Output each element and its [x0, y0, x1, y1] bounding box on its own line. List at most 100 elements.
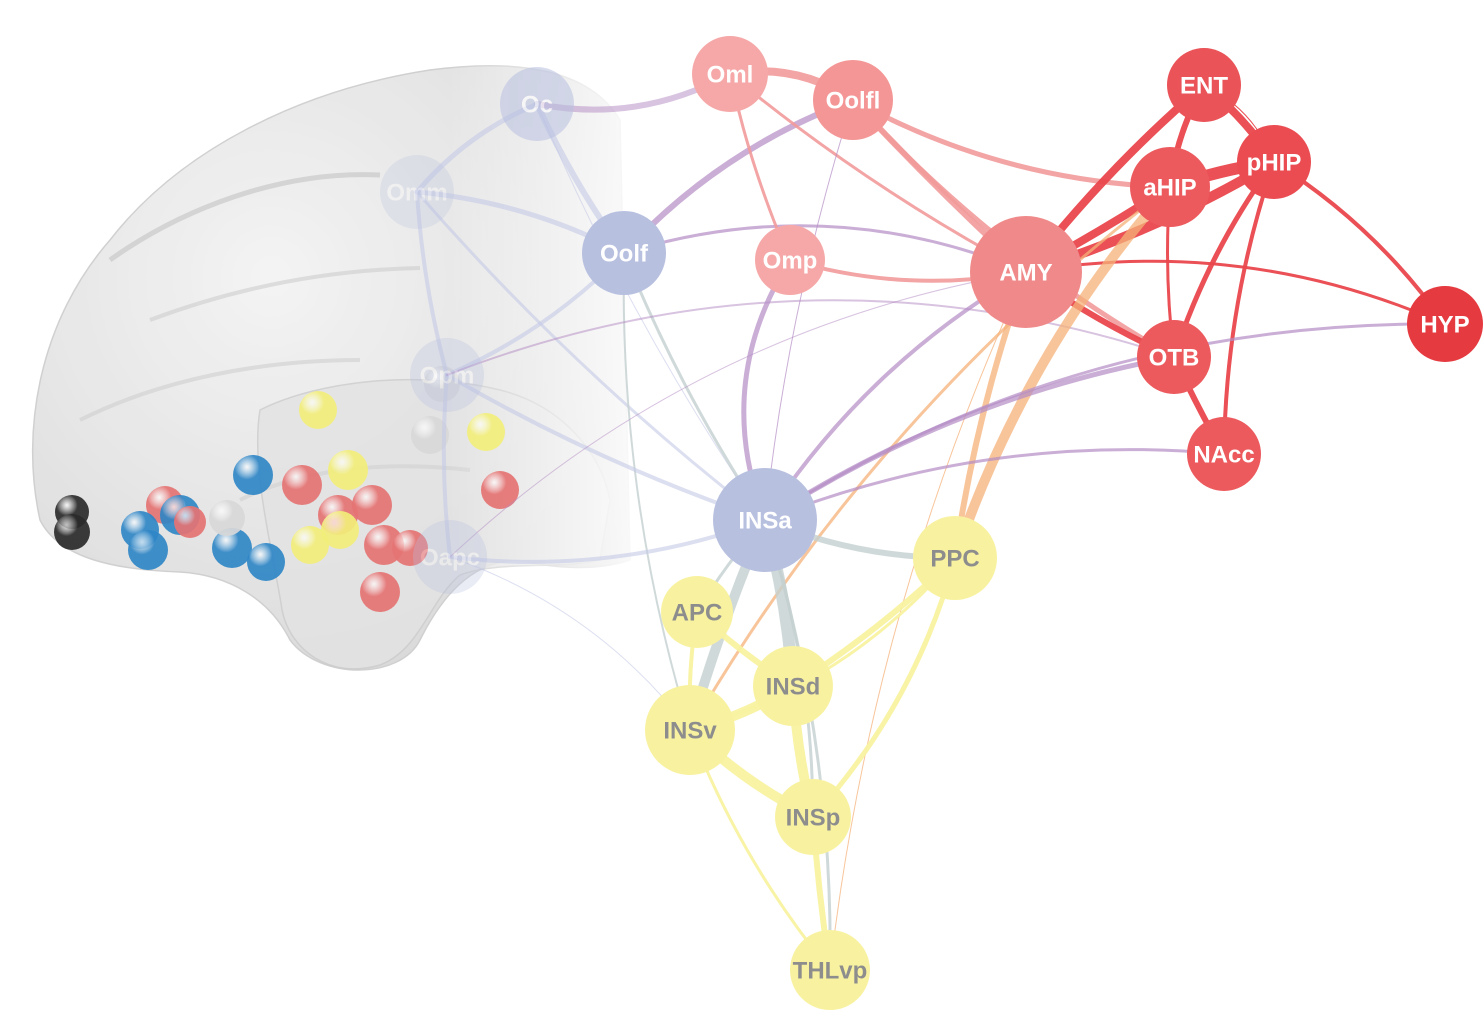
node-label: Oolf [600, 241, 649, 268]
node-circle [775, 779, 851, 855]
edge-amy-hyp [1024, 259, 1447, 326]
node-otb: OTB [1137, 320, 1211, 394]
node-opm: Opm [410, 338, 484, 412]
node-circle [413, 520, 487, 594]
node-label: INSp [786, 805, 841, 832]
node-label: PPC [930, 546, 979, 573]
node-label: aHIP [1143, 175, 1196, 202]
electrode-sphere [54, 514, 90, 550]
edge-oolfl-insa [764, 99, 854, 521]
node-label: NAcc [1193, 442, 1254, 469]
node-label: Omm [386, 180, 447, 207]
electrode-sphere [128, 530, 168, 570]
node-omp: Omp [755, 225, 825, 295]
edge-opm-oapc [441, 373, 452, 559]
edge-oolfl-ahip [850, 97, 1173, 190]
node-hyp: HYP [1407, 286, 1483, 362]
node-apc: APC [661, 576, 733, 648]
node-circle [753, 646, 833, 726]
node-label: Oc [521, 92, 553, 119]
edge-ahip-insv [688, 185, 1172, 732]
node-circle [1167, 48, 1241, 122]
node-ahip: aHIP [1130, 147, 1210, 227]
edge-ahip-ppc [950, 182, 1175, 563]
electrode-sphere [321, 511, 359, 549]
node-label: Oolfl [826, 88, 881, 115]
node-insp: INSp [775, 779, 851, 855]
node-insv: INSv [645, 685, 735, 775]
node-circle [582, 211, 666, 295]
node-oolfl: Oolfl [813, 60, 893, 140]
node-nacc: NAcc [1187, 417, 1261, 491]
electrode-sphere [209, 500, 245, 536]
node-insd: INSd [753, 646, 833, 726]
node-label: AMY [999, 260, 1052, 287]
node-circle [813, 60, 893, 140]
node-label: Oml [707, 62, 754, 89]
node-circle [970, 216, 1082, 328]
electrode-sphere [212, 528, 252, 568]
edge-ppc-insp [810, 555, 958, 820]
electrode-spheres [54, 366, 519, 612]
edge-phip-nacc [1222, 160, 1276, 456]
edge-oolf-insv [622, 252, 691, 731]
node-label: ENT [1180, 73, 1228, 100]
node-circle [1137, 320, 1211, 394]
edge-oolf-amy [622, 224, 1028, 274]
node-ppc: PPC [913, 516, 997, 600]
node-oml: Oml [692, 36, 768, 112]
edge-oc-insa [536, 103, 766, 521]
edge-hyp-insa [763, 322, 1447, 522]
electrode-sphere [481, 471, 519, 509]
node-circle [380, 155, 454, 229]
node-circle [713, 468, 817, 572]
node-label: pHIP [1247, 150, 1302, 177]
electrode-sphere [411, 416, 449, 454]
node-label: OTB [1149, 345, 1200, 372]
node-circle [790, 930, 870, 1010]
brain-fade [0, 50, 640, 690]
electrode-sphere [467, 413, 505, 451]
edge-nacc-insa [763, 448, 1226, 522]
node-circle [500, 67, 574, 141]
node-circle [692, 36, 768, 112]
network-nodes: Oc Omm Oolf Opm Oapc INSa Oml Oolfl Omp AMY ENT pHI… [380, 36, 1483, 1010]
node-circle [410, 338, 484, 412]
edge-oapc-amy [449, 271, 1027, 558]
node-label: INSd [766, 674, 821, 701]
electrode-sphere [247, 543, 285, 581]
electrode-sphere [282, 465, 322, 505]
node-label: Opm [420, 363, 475, 390]
node-amy: AMY [970, 216, 1082, 328]
electrode-sphere [352, 485, 392, 525]
node-label: INSa [738, 508, 792, 535]
node-label: Oapc [420, 545, 480, 572]
node-label: INSv [663, 718, 717, 745]
edge-omm-insa [415, 190, 767, 522]
electrode-sphere [174, 506, 206, 538]
node-oc: Oc [500, 67, 574, 141]
node-circle [1187, 417, 1261, 491]
brain-outline [0, 50, 640, 690]
electrode-sphere [299, 391, 337, 429]
node-circle [1237, 125, 1311, 199]
electrode-sphere [233, 455, 273, 495]
node-label: HYP [1420, 312, 1469, 339]
electrode-sphere [360, 572, 400, 612]
node-label: Omp [763, 248, 818, 275]
node-label: APC [672, 600, 723, 627]
node-thlvp: THLvp [790, 930, 870, 1010]
node-circle [755, 225, 825, 295]
node-circle [661, 576, 733, 648]
node-circle [1130, 147, 1210, 227]
node-phip: pHIP [1237, 125, 1311, 199]
node-circle [1407, 286, 1483, 362]
node-circle [645, 685, 735, 775]
edge-amy-thlvp [829, 271, 1027, 971]
edge-insa-thlvp [763, 518, 832, 972]
electrode-sphere [291, 526, 329, 564]
electrode-sphere [392, 530, 428, 566]
node-oapc: Oapc [413, 520, 487, 594]
node-label: THLvp [793, 958, 868, 985]
